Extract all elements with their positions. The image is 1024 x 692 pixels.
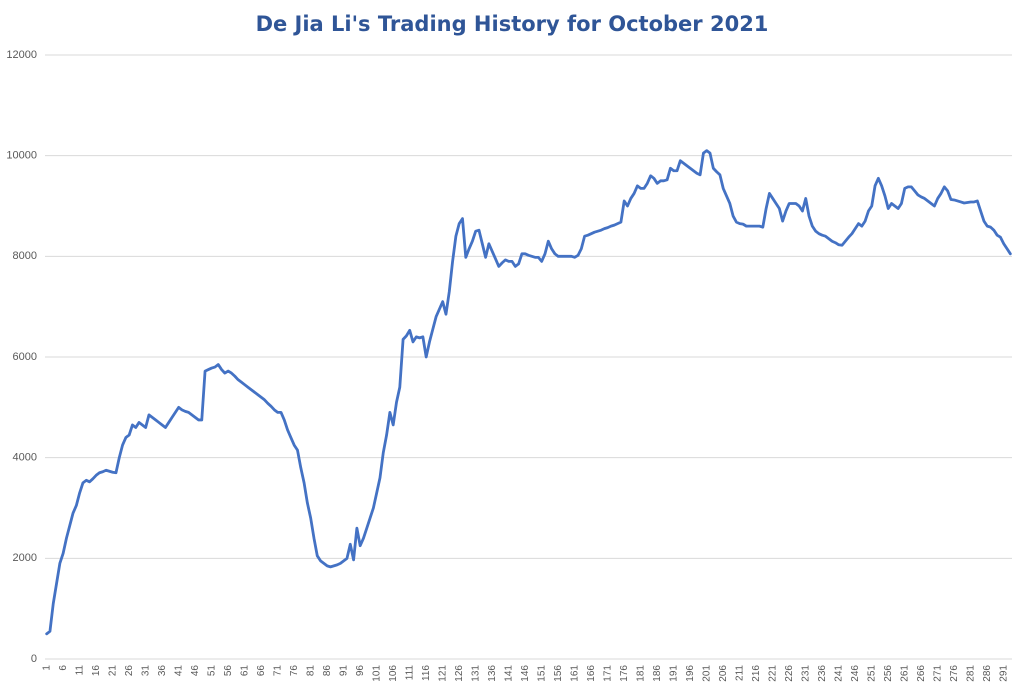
x-tick-label: 161 — [569, 665, 580, 682]
x-tick-label: 66 — [256, 665, 267, 677]
x-tick-label: 141 — [503, 665, 514, 682]
x-tick-label: 56 — [223, 665, 234, 677]
x-tick-label: 256 — [883, 665, 894, 682]
x-tick-label: 121 — [437, 665, 448, 682]
x-tick-label: 226 — [784, 665, 795, 682]
x-tick-label: 166 — [586, 665, 597, 682]
y-tick-label: 0 — [31, 653, 37, 665]
x-tick-label: 21 — [107, 665, 118, 677]
x-tick-label: 11 — [74, 665, 85, 676]
x-tick-label: 251 — [866, 665, 877, 682]
x-tick-label: 271 — [932, 665, 943, 682]
x-tick-label: 261 — [899, 665, 910, 682]
x-tick-label: 81 — [305, 665, 316, 677]
x-tick-label: 186 — [652, 665, 663, 682]
x-tick-label: 276 — [949, 665, 960, 682]
x-tick-label: 26 — [124, 665, 135, 677]
y-tick-label: 12000 — [6, 49, 37, 61]
x-tick-label: 236 — [817, 665, 828, 682]
x-tick-label: 1 — [41, 665, 52, 671]
x-tick-label: 286 — [982, 665, 993, 682]
data-line — [45, 149, 1012, 636]
x-tick-label: 16 — [91, 665, 102, 677]
y-tick-label: 2000 — [13, 552, 37, 564]
x-tick-label: 146 — [520, 665, 531, 682]
x-tick-label: 61 — [239, 665, 250, 677]
x-tick-label: 291 — [998, 665, 1009, 682]
x-tick-label: 266 — [916, 665, 927, 682]
x-tick-label: 216 — [751, 665, 762, 682]
x-tick-label: 91 — [338, 665, 349, 677]
x-tick-label: 111 — [404, 665, 415, 681]
x-tick-label: 156 — [553, 665, 564, 682]
chart-title: De Jia Li's Trading History for October … — [256, 12, 769, 36]
x-tick-label: 246 — [850, 665, 861, 682]
y-tick-label: 6000 — [13, 351, 37, 363]
x-tick-label: 116 — [421, 665, 432, 681]
x-tick-label: 131 — [470, 665, 481, 682]
x-tick-label: 171 — [602, 665, 613, 682]
x-tick-label: 126 — [454, 665, 465, 682]
y-tick-label: 10000 — [6, 150, 37, 162]
y-tick-label: 4000 — [13, 452, 37, 464]
y-tick-label: 8000 — [13, 250, 37, 262]
x-tick-label: 191 — [668, 665, 679, 682]
x-tick-label: 281 — [965, 665, 976, 682]
x-tick-label: 76 — [289, 665, 300, 677]
x-tick-label: 176 — [619, 665, 630, 682]
x-tick-label: 231 — [800, 665, 811, 682]
x-tick-label: 51 — [206, 665, 217, 677]
x-tick-label: 106 — [388, 665, 399, 682]
x-tick-label: 136 — [487, 665, 498, 682]
x-tick-label: 241 — [833, 665, 844, 682]
x-tick-label: 96 — [355, 665, 366, 677]
x-tick-label: 151 — [536, 665, 547, 682]
x-tick-label: 181 — [635, 665, 646, 682]
x-tick-label: 86 — [322, 665, 333, 677]
x-tick-label: 36 — [157, 665, 168, 677]
x-tick-label: 71 — [272, 665, 283, 677]
x-tick-label: 6 — [58, 665, 69, 671]
x-tick-label: 201 — [701, 665, 712, 682]
x-tick-label: 211 — [734, 665, 745, 681]
x-tick-label: 101 — [371, 665, 382, 682]
x-tick-label: 206 — [718, 665, 729, 682]
x-tick-label: 196 — [685, 665, 696, 682]
x-tick-label: 46 — [190, 665, 201, 677]
x-tick-label: 221 — [767, 665, 778, 682]
x-tick-label: 41 — [173, 665, 184, 677]
x-tick-label: 31 — [140, 665, 151, 677]
